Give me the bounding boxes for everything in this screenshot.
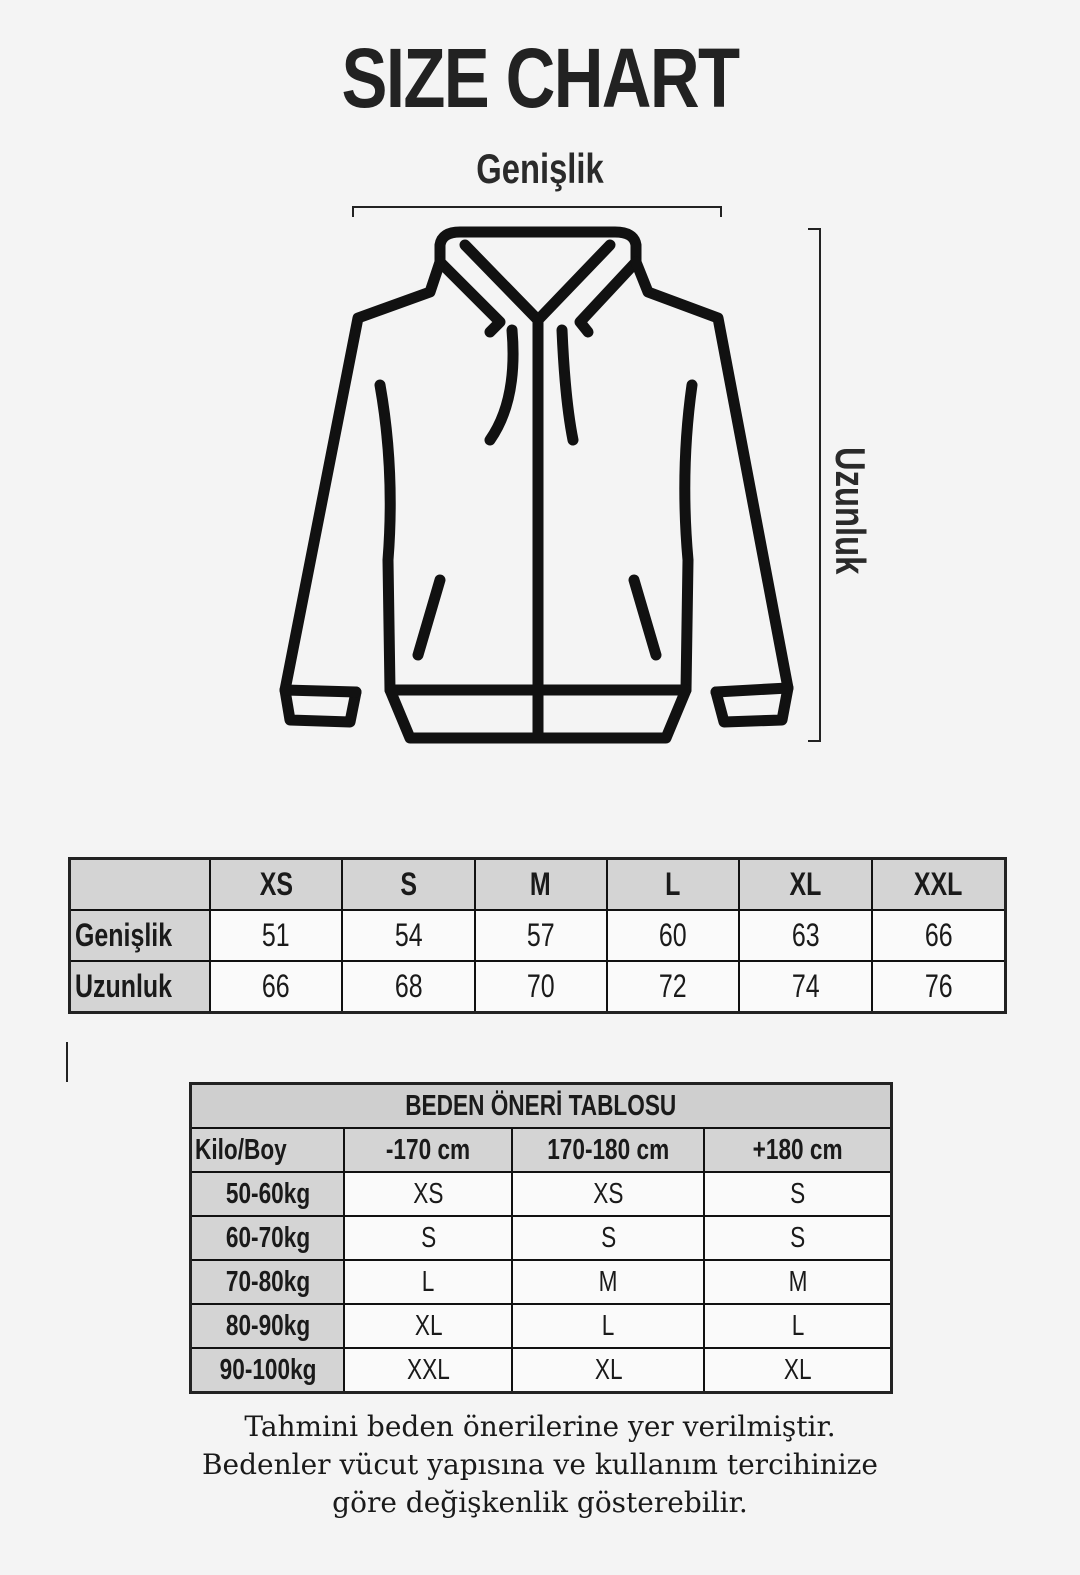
- cell: 72: [605, 960, 741, 1014]
- text-cursor: [66, 1042, 68, 1082]
- cell: L: [343, 1259, 514, 1305]
- table-row: 90-100kg XXL XL XL: [189, 1347, 893, 1394]
- footer-line: Bedenler vücut yapısına ve kullanım terc…: [201, 1448, 879, 1481]
- corner-cell: [68, 857, 211, 911]
- height-header: -170 cm: [343, 1127, 514, 1173]
- footer-line: Tahmini beden önerilerine yer verilmişti…: [244, 1410, 836, 1443]
- cell: L: [703, 1303, 893, 1349]
- size-header: XXL: [870, 857, 1007, 911]
- cell: XL: [343, 1303, 514, 1349]
- cell: S: [703, 1215, 893, 1261]
- row-label: Uzunluk: [68, 960, 211, 1014]
- weight-label: 90-100kg: [189, 1347, 346, 1394]
- cell: XXL: [343, 1347, 514, 1394]
- size-header: M: [473, 857, 608, 911]
- cell: XL: [511, 1347, 706, 1394]
- size-header: XL: [738, 857, 873, 911]
- measurement-table: XS S M L XL XXL Genişlik 51 54 57 60 63 …: [68, 857, 1007, 1014]
- cell: XS: [343, 1171, 514, 1217]
- table-row: 50-60kg XS XS S: [189, 1171, 893, 1217]
- length-bracket: [808, 228, 821, 742]
- cell: 66: [208, 960, 344, 1014]
- footer-line: göre değişkenlik gösterebilir.: [332, 1486, 748, 1519]
- recommendation-title: BEDEN ÖNERİ TABLOSU: [189, 1082, 893, 1129]
- table-row: Genişlik 51 54 57 60 63 66: [68, 909, 1007, 962]
- footer-note: Tahmini beden önerilerine yer verilmişti…: [0, 1408, 1080, 1522]
- size-header: S: [341, 857, 476, 911]
- cell: 60: [605, 909, 741, 962]
- cell: S: [703, 1171, 893, 1217]
- jacket-diagram: [279, 206, 821, 744]
- size-header: XS: [208, 857, 344, 911]
- cell: 51: [208, 909, 344, 962]
- cell: 70: [473, 960, 608, 1014]
- cell: 63: [738, 909, 873, 962]
- table-row: 80-90kg XL L L: [189, 1303, 893, 1349]
- weight-label: 70-80kg: [189, 1259, 346, 1305]
- cell: 57: [473, 909, 608, 962]
- weight-label: 80-90kg: [189, 1303, 346, 1349]
- cell: 74: [738, 960, 873, 1014]
- weight-label: 50-60kg: [189, 1171, 346, 1217]
- cell: XS: [511, 1171, 706, 1217]
- cell: 68: [341, 960, 476, 1014]
- cell: M: [511, 1259, 706, 1305]
- corner-cell: Kilo/Boy: [189, 1127, 346, 1173]
- cell: XL: [703, 1347, 893, 1394]
- recommendation-table: BEDEN ÖNERİ TABLOSU Kilo/Boy -170 cm 170…: [189, 1082, 893, 1394]
- table-row: 70-80kg L M M: [189, 1259, 893, 1305]
- jacket-icon: [279, 226, 794, 744]
- size-header: L: [605, 857, 741, 911]
- weight-label: 60-70kg: [189, 1215, 346, 1261]
- cell: 76: [870, 960, 1007, 1014]
- cell: 66: [870, 909, 1007, 962]
- cell: M: [703, 1259, 893, 1305]
- table-row: Uzunluk 66 68 70 72 74 76: [68, 960, 1007, 1014]
- height-header: +180 cm: [703, 1127, 893, 1173]
- cell: 54: [341, 909, 476, 962]
- cell: S: [343, 1215, 514, 1261]
- height-header-row: Kilo/Boy -170 cm 170-180 cm +180 cm: [189, 1127, 893, 1173]
- page-title: SIZE CHART: [341, 31, 741, 125]
- width-label: Genişlik: [476, 145, 604, 192]
- row-label: Genişlik: [68, 909, 211, 962]
- size-header-row: XS S M L XL XXL: [68, 857, 1007, 911]
- cell: S: [511, 1215, 706, 1261]
- width-bracket: [352, 206, 722, 217]
- table-row: 60-70kg S S S: [189, 1215, 893, 1261]
- cell: L: [511, 1303, 706, 1349]
- height-header: 170-180 cm: [511, 1127, 706, 1173]
